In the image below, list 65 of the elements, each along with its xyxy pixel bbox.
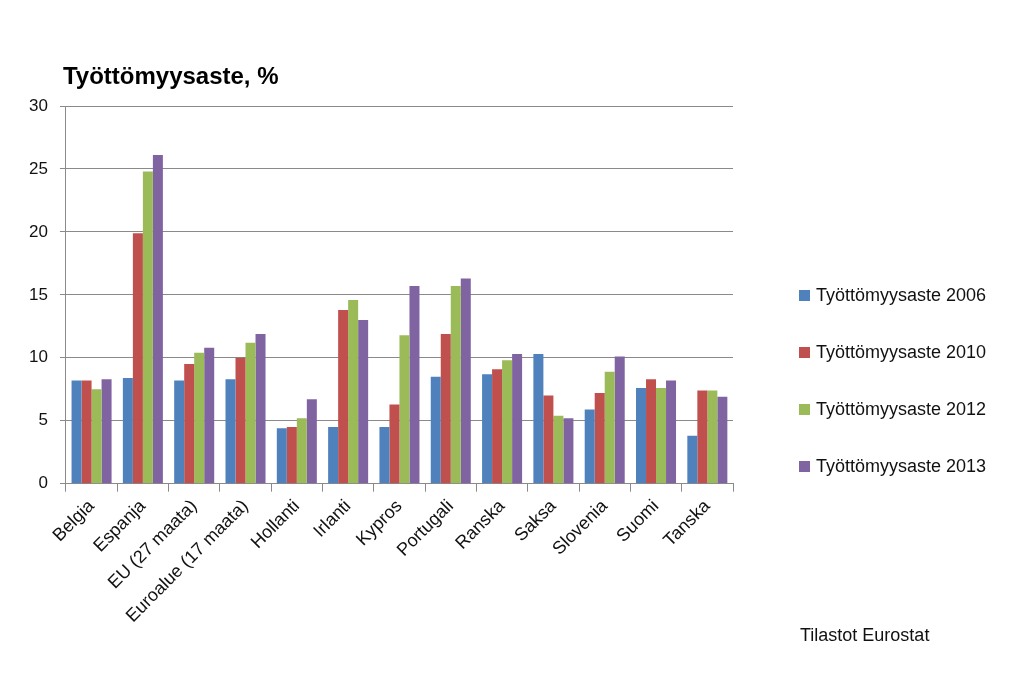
bar	[174, 380, 185, 484]
bar	[594, 393, 605, 484]
bar	[584, 409, 595, 484]
bar	[707, 390, 718, 484]
bar	[533, 354, 544, 484]
bar	[235, 357, 246, 484]
bar	[338, 309, 349, 484]
chart-title: Työttömyysaste, %	[62, 62, 279, 89]
bar	[142, 171, 153, 484]
bar	[492, 369, 503, 484]
bar	[553, 415, 564, 484]
bar	[687, 435, 698, 484]
y-tick-label: 30	[28, 95, 48, 115]
bar	[328, 427, 339, 484]
bar	[184, 364, 195, 484]
bar	[389, 404, 400, 484]
legend-label: Työttömyysaste 2010	[816, 341, 987, 362]
bar	[460, 278, 471, 484]
bar	[399, 335, 410, 484]
bar	[430, 376, 441, 484]
bar	[543, 395, 554, 484]
bar	[502, 360, 513, 484]
y-tick-label: 10	[28, 347, 48, 367]
bar	[132, 233, 143, 484]
bar	[152, 155, 163, 484]
bar	[604, 371, 615, 484]
bar	[482, 374, 493, 484]
y-tick-label: 0	[38, 473, 48, 493]
legend-label: Työttömyysaste 2013	[816, 455, 987, 476]
bar	[379, 427, 390, 484]
bar	[81, 380, 92, 484]
bar	[614, 356, 625, 484]
bar	[656, 388, 667, 484]
bar	[91, 389, 102, 484]
bar	[286, 427, 297, 484]
y-tick-label: 15	[28, 284, 48, 304]
bar	[440, 333, 451, 484]
bar	[450, 286, 461, 484]
y-tick-label: 25	[28, 158, 48, 178]
bar	[71, 380, 82, 484]
bar	[255, 333, 266, 484]
bar	[101, 379, 112, 484]
legend-label: Työttömyysaste 2012	[816, 398, 987, 419]
bar	[225, 379, 236, 484]
bar	[296, 418, 307, 484]
legend-label: Työttömyysaste 2006	[816, 284, 987, 305]
bar	[512, 354, 523, 484]
y-tick-label: 5	[38, 410, 48, 430]
bar	[563, 418, 574, 484]
bar	[122, 377, 133, 484]
y-tick-label: 20	[28, 221, 48, 241]
bar	[666, 380, 677, 484]
bar	[276, 428, 287, 484]
bar	[306, 399, 317, 484]
bar	[636, 388, 647, 484]
bar	[358, 320, 369, 484]
bar	[646, 379, 657, 484]
text: Tilastot Eurostat	[800, 625, 930, 645]
bar	[697, 390, 708, 484]
bar	[245, 342, 256, 484]
bar	[348, 299, 359, 484]
bar	[204, 347, 215, 484]
bar	[409, 286, 420, 484]
bar	[717, 396, 728, 484]
bar	[194, 352, 205, 484]
